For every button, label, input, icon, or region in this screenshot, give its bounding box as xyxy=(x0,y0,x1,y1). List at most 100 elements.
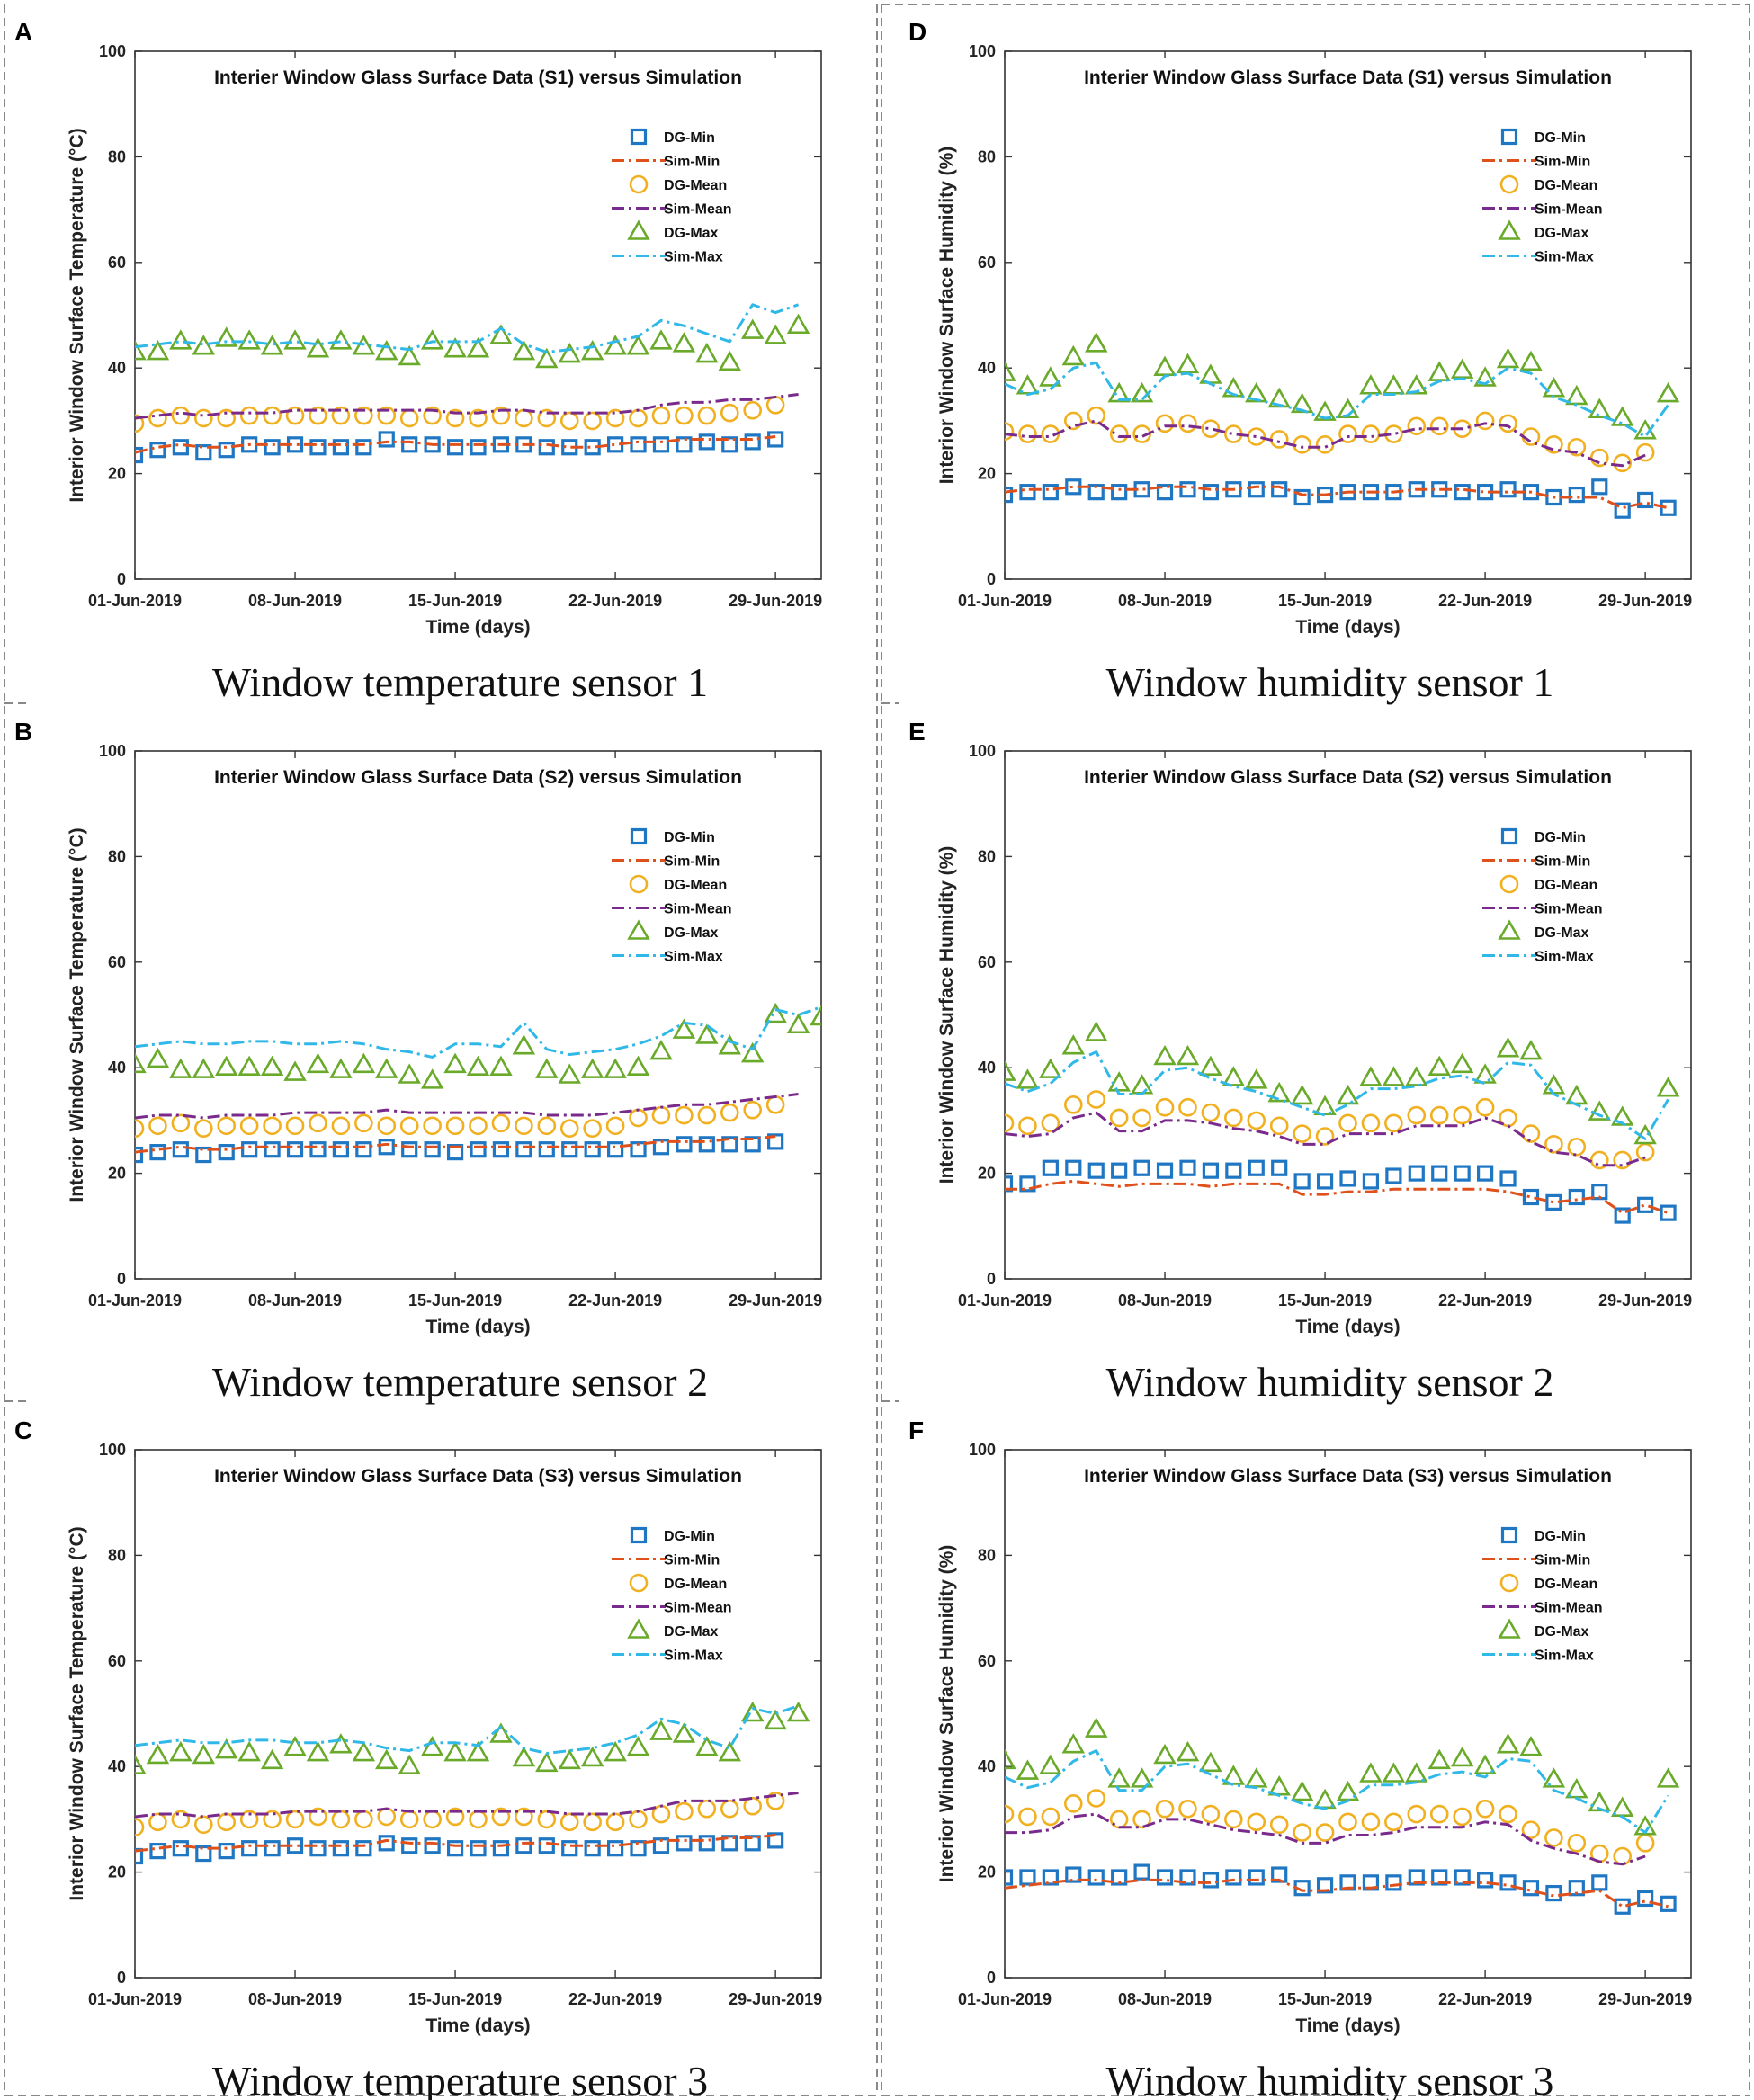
data-point-dg-max xyxy=(420,329,444,350)
data-point-dg-mean xyxy=(1155,1097,1175,1117)
data-point-dg-mean xyxy=(171,1810,191,1829)
data-point-dg-max xyxy=(192,1058,216,1078)
legend-label: DG-Min xyxy=(664,130,715,146)
y-tick-label: 40 xyxy=(978,1757,996,1775)
data-point-dg-min xyxy=(1248,1869,1265,1886)
data-point-dg-mean xyxy=(1224,1810,1243,1829)
data-point-dg-mean xyxy=(1499,414,1517,433)
data-point-dg-mean xyxy=(583,411,602,431)
data-point-dg-mean xyxy=(331,406,351,425)
data-point-dg-max xyxy=(604,1058,627,1078)
chart-panel-d: D Interier Window Glass Surface Data (S1)… xyxy=(908,18,1692,705)
data-point-dg-max xyxy=(215,1738,238,1759)
series-group xyxy=(135,303,810,464)
data-point-dg-mean xyxy=(1499,1804,1517,1824)
chart-title: Interier Window Glass Surface Data (S3) … xyxy=(214,1466,742,1487)
data-point-dg-max xyxy=(1153,1743,1177,1765)
data-point-dg-min xyxy=(767,1832,784,1849)
data-point-dg-mean xyxy=(1293,1823,1311,1842)
x-tick-label: 15-Jun-2019 xyxy=(408,1291,502,1309)
data-point-dg-mean xyxy=(1269,1116,1289,1136)
x-tick-label: 22-Jun-2019 xyxy=(1438,1291,1532,1309)
data-point-dg-min xyxy=(424,1141,441,1158)
data-point-dg-min xyxy=(606,1141,624,1158)
data-point-dg-min xyxy=(218,1843,235,1860)
data-point-dg-mean xyxy=(1064,1095,1083,1114)
data-point-dg-min xyxy=(698,433,715,451)
data-point-dg-mean xyxy=(239,1116,259,1136)
x-tick-label: 22-Jun-2019 xyxy=(568,1990,662,2008)
data-point-dg-max xyxy=(695,1023,719,1044)
data-point-dg-mean xyxy=(399,1116,419,1136)
x-tick-label: 08-Jun-2019 xyxy=(248,592,342,610)
data-point-dg-max xyxy=(1245,1068,1268,1089)
y-tick-label: 100 xyxy=(969,42,996,60)
data-point-dg-max xyxy=(672,1018,696,1039)
data-point-dg-min xyxy=(446,1144,464,1161)
data-point-dg-min xyxy=(652,1139,670,1156)
legend-label: DG-Max xyxy=(1535,226,1589,241)
y-tick-label: 80 xyxy=(978,1546,996,1564)
data-point-dg-mean xyxy=(171,1113,191,1133)
data-point-dg-min xyxy=(1454,1165,1471,1182)
data-point-dg-min xyxy=(1111,1162,1128,1179)
data-point-dg-max xyxy=(1382,1762,1406,1783)
data-point-dg-max xyxy=(329,1058,353,1078)
y-tick-label: 60 xyxy=(978,1652,996,1670)
data-point-dg-min xyxy=(1660,1204,1677,1221)
data-point-dg-max xyxy=(1588,1791,1611,1812)
data-point-dg-mean xyxy=(469,1116,488,1136)
data-point-dg-mean xyxy=(1544,435,1563,454)
data-point-dg-max xyxy=(1382,1066,1406,1086)
y-axis-label: Interior Window Surface Temperature (°C) xyxy=(67,128,87,502)
data-point-dg-min xyxy=(767,431,784,448)
data-point-dg-max xyxy=(695,1736,719,1756)
legend-label: DG-Min xyxy=(1535,1529,1586,1544)
data-point-dg-mean xyxy=(1064,411,1083,431)
data-point-dg-max xyxy=(352,1052,376,1074)
data-point-dg-max xyxy=(1199,1055,1222,1076)
data-point-dg-min xyxy=(1042,1159,1059,1176)
x-tick-label: 08-Jun-2019 xyxy=(248,1291,342,1309)
series-line-sim-max xyxy=(135,1704,800,1756)
data-point-dg-max xyxy=(1039,1754,1062,1774)
panel-caption: Window humidity sensor 1 xyxy=(1106,659,1554,705)
data-point-dg-max xyxy=(260,1055,284,1076)
data-point-dg-mean xyxy=(423,406,442,425)
data-point-dg-mean xyxy=(1178,1799,1197,1819)
data-point-dg-mean xyxy=(1453,1105,1472,1125)
y-tick-label: 40 xyxy=(108,1059,126,1077)
data-point-dg-max xyxy=(443,1052,467,1074)
data-point-dg-mean xyxy=(1041,1807,1060,1827)
legend-marker-dg-min xyxy=(630,1526,648,1544)
data-point-dg-min xyxy=(470,1141,487,1158)
data-point-dg-max xyxy=(604,335,627,355)
data-point-dg-min xyxy=(1087,1162,1105,1179)
data-point-dg-mean xyxy=(1087,1090,1106,1109)
data-point-dg-mean xyxy=(445,1807,465,1827)
data-point-dg-mean xyxy=(1293,1124,1311,1143)
y-tick-label: 80 xyxy=(108,147,126,165)
series-markers-dg-mean xyxy=(1005,1789,1655,1866)
data-point-dg-min xyxy=(584,1840,601,1857)
data-point-dg-min xyxy=(172,1141,189,1158)
data-point-dg-mean xyxy=(445,1116,465,1136)
data-point-dg-min xyxy=(1019,484,1036,501)
data-point-dg-min xyxy=(149,1843,166,1860)
data-point-dg-mean xyxy=(559,1812,579,1832)
data-point-dg-max xyxy=(1290,392,1314,414)
x-axis-label: Time (days) xyxy=(1295,1317,1400,1337)
legend-label: Sim-Mean xyxy=(664,1601,732,1616)
plot-area xyxy=(134,750,822,1280)
legend-label: Sim-Min xyxy=(1535,854,1590,870)
panel-label: F xyxy=(908,1416,924,1444)
data-point-dg-mean xyxy=(171,406,191,425)
data-point-dg-min xyxy=(1591,478,1608,496)
data-point-dg-mean xyxy=(194,408,213,428)
data-point-dg-max xyxy=(1610,406,1634,426)
x-axis-label: Time (days) xyxy=(425,1317,530,1337)
data-point-dg-max xyxy=(420,1068,444,1089)
panel-caption: Window temperature sensor 1 xyxy=(212,659,708,705)
series-markers-dg-mean xyxy=(135,1792,785,1837)
data-point-dg-min xyxy=(1476,1165,1494,1182)
